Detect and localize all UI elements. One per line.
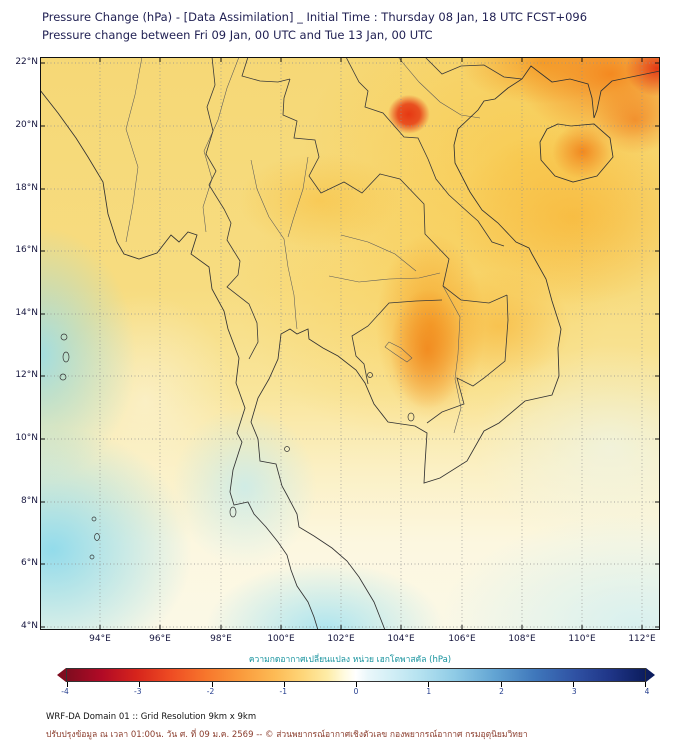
colorbar-gradient (66, 668, 646, 687)
colorbar-tick-label: 4 (644, 687, 650, 696)
colorbar-tick (500, 682, 502, 687)
map-subtitle: Pressure change between Fri 09 Jan, 00 U… (42, 28, 433, 42)
colorbar-tick-label: -4 (61, 687, 69, 696)
colorbar-tick (428, 682, 430, 687)
lat-tick-label: 10°N (15, 433, 38, 443)
footer-update-info: ปรับปรุงข้อมูล ณ เวลา 01:00น. วัน ศ. ที่… (46, 730, 528, 740)
colorbar-tick-labels: -4 -3 -2 -1 0 1 2 3 4 (61, 687, 650, 697)
colorbar-right-arrow (646, 668, 655, 682)
lat-tick-label: 14°N (15, 308, 38, 318)
map-title: Pressure Change (hPa) - [Data Assimilati… (42, 10, 588, 24)
colorbar-tick-label: 2 (499, 687, 504, 696)
colorbar-tick-label: 0 (353, 687, 359, 696)
colorbar-tick (645, 682, 646, 687)
rivers (125, 57, 481, 434)
colorbar-tick-label: 3 (571, 687, 577, 696)
map-overlay (40, 57, 660, 630)
coastlines (40, 65, 660, 630)
lon-tick-label: 110°E (568, 634, 596, 644)
lon-tick-label: 94°E (89, 634, 111, 644)
map-frame (40, 57, 660, 630)
lat-tick-label: 6°N (21, 558, 38, 568)
lon-tick-label: 98°E (210, 634, 232, 644)
header: Pressure Change (hPa) - [Data Assimilati… (42, 8, 587, 44)
pressure-change-field (40, 57, 660, 630)
lon-tick-label: 104°E (387, 634, 415, 644)
colorbar-label: ความกดอากาศเปลี่ยนแปลง หน่วย เฮกโตพาสคัล… (248, 655, 452, 665)
colorbar-tick-label: -3 (134, 687, 142, 696)
lat-tick-label: 8°N (21, 496, 38, 506)
footer-domain-info: WRF-DA Domain 01 :: Grid Resolution 9km … (46, 712, 257, 722)
lat-tick-label: 12°N (15, 370, 38, 380)
lon-tick-label: 100°E (267, 634, 295, 644)
lon-tick-label: 108°E (508, 634, 536, 644)
colorbar-tick-label: -1 (279, 687, 287, 696)
colorbar-tick (572, 682, 574, 687)
lat-tick-label: 20°N (15, 120, 38, 130)
country-borders (205, 57, 523, 424)
colorbar (57, 668, 655, 687)
axis-ticks (40, 57, 660, 630)
colorbar-tick (356, 682, 357, 687)
colorbar-tick-label: -2 (206, 687, 215, 696)
colorbar-tick (211, 682, 213, 687)
islands (59, 333, 415, 560)
colorbar-tick (139, 682, 141, 687)
lon-tick-label: 112°E (628, 634, 656, 644)
colorbar-left-arrow (57, 668, 66, 682)
colorbar-tick (67, 682, 68, 687)
lat-tick-label: 16°N (15, 245, 38, 255)
lon-tick-label: 106°E (448, 634, 476, 644)
colorbar-tick (283, 682, 285, 687)
lon-tick-label: 102°E (327, 634, 355, 644)
grid-lines (40, 57, 660, 630)
lon-tick-label: 96°E (149, 634, 171, 644)
lat-tick-label: 22°N (15, 57, 38, 67)
lat-tick-label: 4°N (21, 621, 38, 631)
colorbar-tick-label: 1 (426, 687, 432, 696)
map-plot-area (40, 57, 660, 630)
lat-tick-label: 18°N (15, 183, 38, 193)
